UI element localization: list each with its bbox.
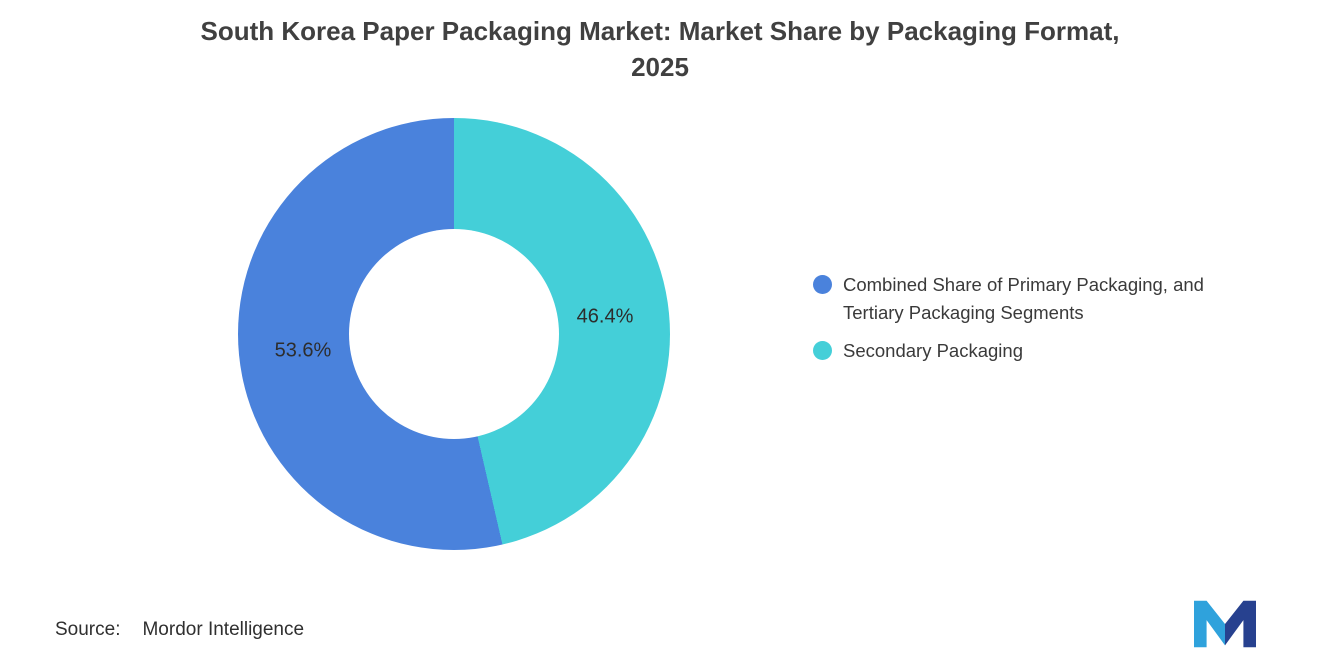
- chart-title-line1: South Korea Paper Packaging Market: Mark…: [200, 16, 1120, 46]
- donut-chart-area: 53.6% 46.4%: [238, 118, 670, 550]
- chart-title: South Korea Paper Packaging Market: Mark…: [0, 13, 1320, 85]
- source-label: Source:: [55, 619, 121, 640]
- source-value: Mordor Intelligence: [142, 619, 305, 640]
- chart-title-line2: 2025: [631, 52, 689, 82]
- legend-marker: [813, 275, 832, 294]
- legend-label: Secondary Packaging: [843, 339, 1023, 361]
- logo-left-shape: [1194, 600, 1225, 648]
- legend: Combined Share of Primary Packaging, and…: [813, 271, 1258, 374]
- legend-item-secondary: Secondary Packaging: [813, 337, 1258, 365]
- logo-right-shape: [1225, 600, 1256, 648]
- legend-marker: [813, 340, 832, 360]
- source-line: Source: Mordor Intelligence: [55, 619, 304, 641]
- slice-label-primary-tertiary: 53.6%: [274, 339, 332, 362]
- mordor-intelligence-logo: [1194, 600, 1256, 648]
- donut-hole: [349, 229, 559, 439]
- legend-item-primary-tertiary: Combined Share of Primary Packaging, and…: [813, 271, 1258, 327]
- slice-label-secondary: 46.4%: [576, 305, 634, 328]
- legend-label: Combined Share of Primary Packaging, and…: [843, 274, 1204, 323]
